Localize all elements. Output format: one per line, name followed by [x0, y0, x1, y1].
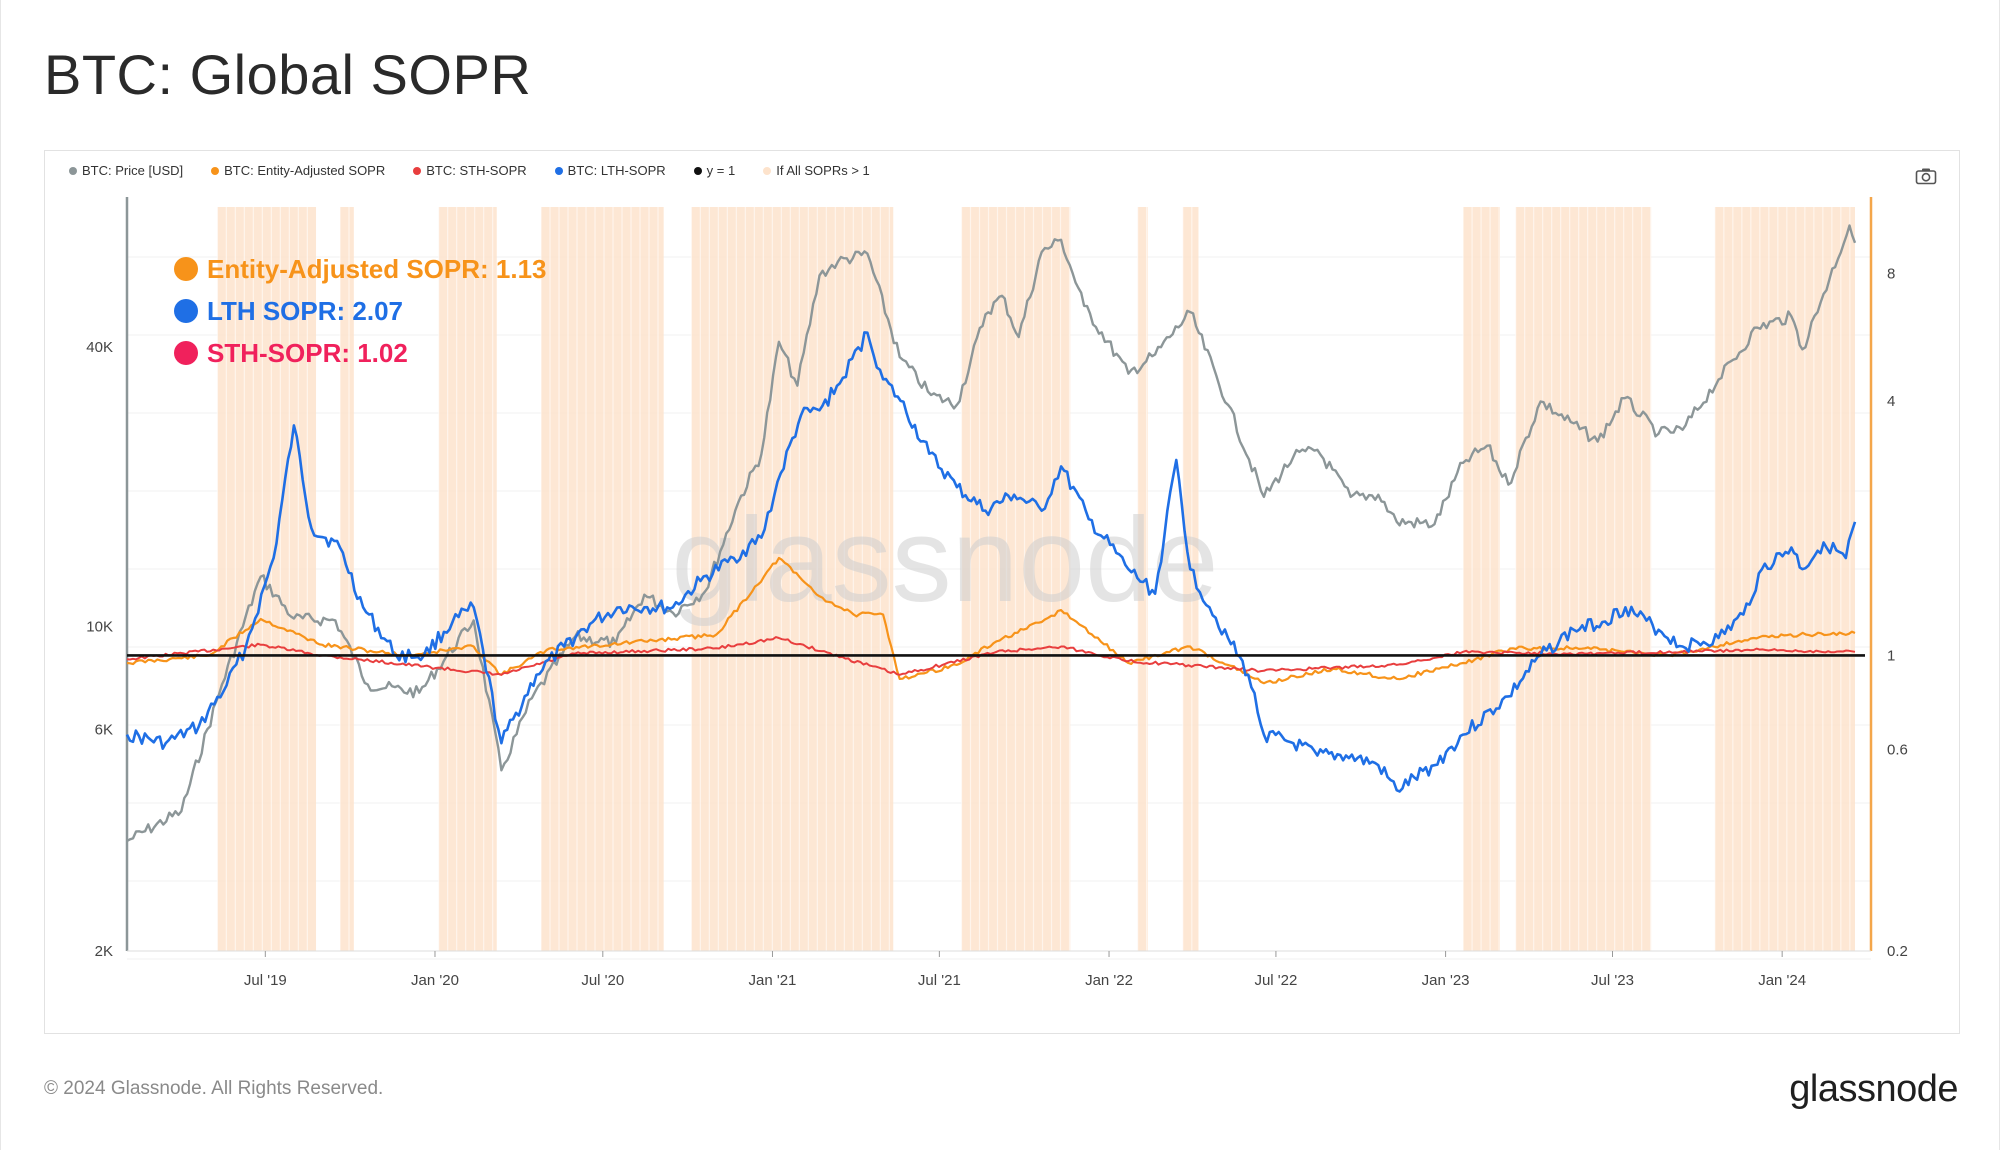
- legend-swatch: [413, 166, 422, 175]
- legend-item[interactable]: If All SOPRs > 1: [763, 163, 870, 178]
- annotation-marker: [174, 299, 198, 323]
- y-tick-left: 40K: [86, 339, 113, 356]
- camera-icon[interactable]: [1915, 167, 1937, 185]
- y-tick-right: 0.2: [1887, 943, 1908, 960]
- legend-swatch: [211, 166, 220, 175]
- y-tick-right: 4: [1887, 393, 1895, 410]
- x-tick-label: Jan '22: [1085, 972, 1133, 989]
- x-tick-label: Jul '21: [918, 972, 961, 989]
- annotation-label: Entity-Adjusted SOPR: 1.13: [207, 254, 547, 284]
- shade-band: [1515, 207, 1652, 951]
- chart-plot: glassnode 2K 6K 10K 40K 0.2 0.6 1 4 8 Jul '19 Jan '…: [86, 197, 1908, 989]
- shade-band: [438, 207, 497, 951]
- series-line-sth-sopr: [126, 636, 1856, 676]
- legend-swatch: [693, 166, 702, 175]
- y-tick-right: 1: [1887, 647, 1895, 664]
- shade-band: [1182, 207, 1199, 951]
- x-tick-label: Jul '19: [244, 972, 287, 989]
- page-title: BTC: Global SOPR: [44, 43, 532, 106]
- annotation-label: LTH SOPR: 2.07: [207, 296, 403, 326]
- y-tick-right: 0.6: [1887, 741, 1908, 758]
- annotation-marker: [174, 257, 198, 281]
- series-line-lth-sopr: [125, 331, 1857, 793]
- y-tick-right: 8: [1887, 266, 1895, 283]
- x-tick-label: Jul '23: [1591, 972, 1634, 989]
- watermark: glassnode: [671, 493, 1218, 627]
- x-tick-label: Jan '21: [749, 972, 797, 989]
- legend-item[interactable]: BTC: Entity-Adjusted SOPR: [211, 163, 385, 178]
- x-tick-label: Jan '24: [1758, 972, 1806, 989]
- series-line-price: [126, 224, 1857, 843]
- legend-label: BTC: Entity-Adjusted SOPR: [224, 163, 386, 178]
- shade-band: [1137, 207, 1148, 951]
- x-tick-label: Jan '23: [1422, 972, 1470, 989]
- annotation-label: STH-SOPR: 1.02: [207, 338, 408, 368]
- legend-label: BTC: STH-SOPR: [426, 163, 527, 178]
- shade-band: [1714, 207, 1855, 951]
- shade-band: [691, 207, 894, 951]
- y-tick-left: 2K: [95, 943, 113, 960]
- legend-label: BTC: Price [USD]: [82, 163, 184, 178]
- legend-swatch: [554, 166, 563, 175]
- shaded-regions: [216, 207, 1855, 951]
- legend-item[interactable]: BTC: STH-SOPR: [413, 163, 527, 178]
- legend-item[interactable]: BTC: Price [USD]: [69, 163, 183, 178]
- footer-copyright: © 2024 Glassnode. All Rights Reserved.: [44, 1078, 384, 1099]
- legend-swatch: [69, 166, 77, 175]
- legend-swatch: [763, 166, 772, 175]
- legend-label: y = 1: [706, 163, 736, 178]
- x-tick-label: Jul '22: [1254, 972, 1297, 989]
- legend-item[interactable]: BTC: LTH-SOPR: [554, 163, 666, 178]
- shade-band: [340, 207, 354, 951]
- x-tick-label: Jul '20: [581, 972, 624, 989]
- legend-label: If All SOPRs > 1: [776, 163, 870, 178]
- legend-item[interactable]: y = 1: [693, 163, 736, 178]
- legend-label: BTC: LTH-SOPR: [567, 163, 666, 178]
- x-tick-label: Jan '20: [411, 972, 459, 989]
- chart-legend: BTC: Price [USD] BTC: Entity-Adjusted SOP…: [69, 163, 870, 178]
- y-tick-left: 10K: [86, 618, 113, 635]
- chart-card: BTC: Price [USD] BTC: Entity-Adjusted SOP…: [44, 150, 1960, 1034]
- y-tick-left: 6K: [95, 721, 113, 738]
- annotation-marker: [174, 341, 198, 365]
- footer-logo: glassnode: [1789, 1068, 1958, 1110]
- shade-band: [541, 207, 664, 951]
